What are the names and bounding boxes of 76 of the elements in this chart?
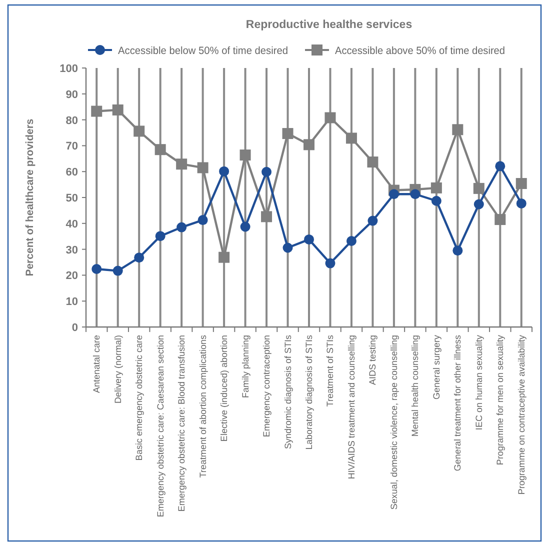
x-tick-label: Sexual, domestic violence, rape counselling <box>388 335 399 510</box>
y-tick-label: 90 <box>66 88 78 101</box>
x-tick-label: Family planning <box>240 335 250 398</box>
legend-label: Accessible below 50% of time desired <box>118 45 294 57</box>
point <box>240 222 250 232</box>
point <box>197 162 208 174</box>
point <box>452 124 464 136</box>
point <box>494 214 506 226</box>
x-tick-label: Laboratory diagnosis of STIs <box>304 334 314 450</box>
y-axis-title: Percent of healthcare providers <box>24 118 36 276</box>
x-tick-label: Basic emergency obstetric care <box>134 335 144 461</box>
point <box>112 266 123 276</box>
point <box>346 236 356 246</box>
legend-label: Accessible above 50% of time desired <box>335 45 512 57</box>
point <box>92 264 102 274</box>
point <box>112 104 124 116</box>
x-tick-label: Emergency obstetric care: Blood transfusion <box>176 335 187 512</box>
point <box>176 158 188 170</box>
point <box>324 112 336 124</box>
x-tick-label: Emergency obstetric care: Caesarean section <box>155 335 166 518</box>
x-tick-label: Treatment of abortion complications <box>198 334 208 478</box>
point <box>452 246 463 256</box>
point <box>261 211 272 222</box>
point <box>176 222 187 232</box>
point <box>516 198 526 208</box>
y-tick-label: 60 <box>66 166 78 179</box>
point <box>473 182 484 194</box>
y-tick-label: 0 <box>72 322 78 334</box>
point <box>154 144 166 156</box>
x-tick-label: HIV/AIDS treatment and counselling <box>346 335 356 480</box>
x-tick-label: General surgery <box>431 334 442 400</box>
point <box>198 215 208 226</box>
point <box>495 161 506 172</box>
x-tick-label: AIDS testing <box>368 335 378 386</box>
point <box>474 199 484 210</box>
point <box>282 128 294 140</box>
x-tick-label: Delivery (normal) <box>112 335 123 404</box>
point <box>368 216 378 226</box>
x-tick-label: General treatment for other illness <box>452 334 463 472</box>
point <box>304 234 314 244</box>
y-tick-label: 30 <box>66 244 78 256</box>
x-tick-label: Treatment of STIs <box>325 334 336 407</box>
point <box>325 258 336 268</box>
x-tick-label: IEC on human sexuality <box>474 334 484 430</box>
point <box>282 242 293 253</box>
y-tick-label: 50 <box>66 192 78 204</box>
x-tick-label: Elective (induced) abortion <box>219 335 230 442</box>
point <box>91 106 102 117</box>
point <box>367 156 378 168</box>
point <box>240 150 251 161</box>
y-tick-label: 20 <box>66 270 78 282</box>
y-tick-label: 80 <box>66 114 78 127</box>
point <box>304 139 314 150</box>
y-tick-label: 100 <box>60 63 78 75</box>
point <box>155 231 166 242</box>
x-tick-label: Mental health counselling <box>410 335 420 437</box>
x-tick-label: Emergency contraception <box>262 335 272 438</box>
point <box>516 178 527 190</box>
y-tick-label: 70 <box>66 140 78 153</box>
x-tick-label: Programme on contraceptive availability <box>516 334 526 495</box>
point <box>346 132 357 144</box>
chart-title: Reproductive healthe services <box>246 19 412 31</box>
point <box>134 126 145 137</box>
x-tick-label: Programme for men on sexuality <box>495 334 506 466</box>
point <box>430 182 442 194</box>
point <box>431 196 442 206</box>
y-tick-label: 10 <box>66 296 78 308</box>
x-tick-label: Antenatal care <box>92 335 102 394</box>
y-tick-label: 40 <box>66 218 78 230</box>
point <box>388 189 399 200</box>
point <box>218 252 230 263</box>
point <box>262 166 272 177</box>
point <box>134 252 144 263</box>
x-tick-label: Syndromic diagnosis of STIs <box>282 334 293 450</box>
point <box>219 166 230 176</box>
point <box>410 189 420 200</box>
